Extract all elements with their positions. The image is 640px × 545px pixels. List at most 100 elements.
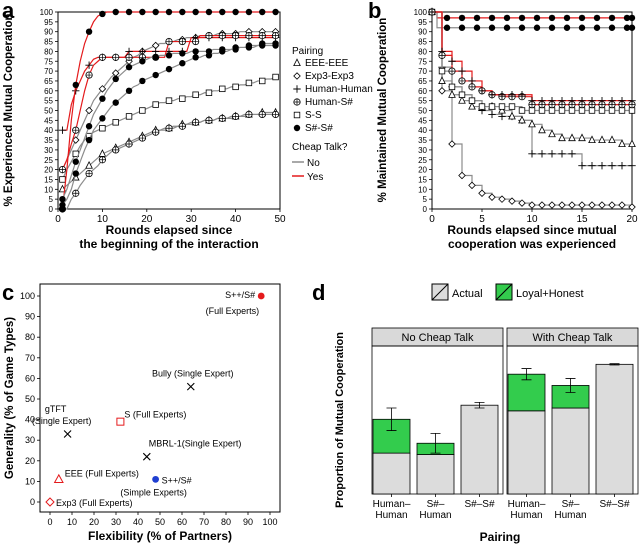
data-point xyxy=(232,8,239,16)
data-point xyxy=(85,123,93,130)
data-point xyxy=(192,91,199,98)
data-point xyxy=(85,28,93,35)
data-point xyxy=(568,133,576,142)
data-point xyxy=(99,10,106,18)
panel-a-y-label: % Experienced Mutual Cooperation xyxy=(3,14,15,207)
data-point xyxy=(438,76,446,84)
data-point xyxy=(85,136,93,144)
panel-b-label: b xyxy=(368,0,381,23)
data-point xyxy=(448,90,456,98)
data-point xyxy=(85,61,93,69)
data-point xyxy=(165,65,173,73)
data-point xyxy=(558,96,566,105)
category-label: S#–S# xyxy=(599,499,629,510)
data-point xyxy=(578,96,586,105)
data-point xyxy=(618,161,626,170)
error-bar xyxy=(430,432,441,454)
data-point-cross xyxy=(179,38,186,45)
error-bar xyxy=(474,401,485,409)
data-point-cross xyxy=(125,140,133,148)
data-point xyxy=(438,67,446,75)
data-point xyxy=(468,181,476,190)
point-bully-single-expert-: Bully (Single Expert) xyxy=(152,369,234,391)
x-tick-label: 40 xyxy=(230,214,242,225)
data-point xyxy=(272,8,279,16)
data-point xyxy=(533,24,541,31)
panel-b-series xyxy=(428,7,636,211)
y-tick-label: 65 xyxy=(418,77,427,86)
data-point xyxy=(623,14,631,22)
data-point xyxy=(468,77,476,85)
data-point xyxy=(112,99,119,106)
error-bar xyxy=(386,407,397,431)
panel-c-y-label: Generality (% of Game Types) xyxy=(4,317,16,479)
data-point xyxy=(558,133,566,142)
point-label-line2: (Simple Experts) xyxy=(120,487,187,497)
data-point xyxy=(608,96,616,105)
data-point xyxy=(179,60,186,67)
data-point xyxy=(598,96,606,105)
panel-a-x-ticks: 0 10 20 30 40 50 xyxy=(55,209,286,225)
scatter-point xyxy=(142,452,151,461)
bar-actual xyxy=(372,452,411,495)
legend-marker-s-s- xyxy=(293,124,301,132)
data-point xyxy=(458,24,466,31)
category-label: Human– xyxy=(373,499,411,510)
point-label: EEE (Full Experts) xyxy=(65,468,139,478)
data-point xyxy=(588,135,596,144)
legend-actual-slash xyxy=(431,283,449,301)
data-point-cross xyxy=(152,128,159,136)
scatter-point xyxy=(63,430,72,438)
data-point xyxy=(628,107,636,114)
data-point xyxy=(152,101,159,108)
data-point xyxy=(99,115,106,122)
data-point-cross xyxy=(165,125,173,132)
point-gtft: gTFT (Single Expert) xyxy=(32,404,91,438)
y-tick-label: 0 xyxy=(30,497,35,507)
panel-c-x-label: Flexibility (% of Partners) xyxy=(88,529,232,543)
x-tick-label: 10 xyxy=(97,214,109,225)
y-tick-label: 70 xyxy=(25,353,35,363)
data-point xyxy=(588,161,596,170)
y-tick-label: 10 xyxy=(44,185,53,194)
data-point xyxy=(165,97,173,104)
error-bar xyxy=(521,368,532,381)
data-point xyxy=(568,96,576,105)
bar-actual xyxy=(551,407,590,495)
y-tick-label: 15 xyxy=(44,175,53,184)
y-tick-label: 20 xyxy=(44,166,53,175)
panel-a-label: a xyxy=(2,0,15,23)
data-point xyxy=(628,161,636,170)
scatter-point xyxy=(186,382,195,391)
data-point xyxy=(478,103,486,110)
data-point xyxy=(538,125,546,134)
panel-b-x-label-line2: cooperation was experienced xyxy=(448,237,616,251)
data-point xyxy=(139,77,146,85)
data-point xyxy=(498,112,506,121)
legend-marker-eee-eee xyxy=(293,58,301,66)
data-point xyxy=(608,24,616,31)
data-point-cross xyxy=(245,32,253,39)
category-label: S#–S# xyxy=(464,499,494,510)
panel-c-points: S++/S# (Full Experts) Bully (Single Expert… xyxy=(32,290,265,508)
data-point-cross xyxy=(179,123,186,130)
data-point-cross xyxy=(468,83,476,91)
legend-talk-title: Cheap Talk? xyxy=(292,142,348,153)
data-point xyxy=(508,91,516,99)
y-tick-label: 40 xyxy=(44,126,53,135)
y-tick-label: 90 xyxy=(44,28,53,37)
data-point xyxy=(608,14,616,22)
series-s-s-no-talk-b- xyxy=(59,42,279,203)
y-tick-label: 10 xyxy=(25,476,35,486)
legend-marker-human-human xyxy=(293,85,301,93)
data-point xyxy=(125,113,133,120)
data-point xyxy=(192,54,199,61)
y-tick-label: 30 xyxy=(25,435,35,445)
data-point xyxy=(538,150,546,158)
y-tick-label: 40 xyxy=(25,415,35,425)
data-point xyxy=(628,24,636,31)
point-label-line2: (Full Experts) xyxy=(206,306,260,316)
data-point xyxy=(458,14,466,22)
data-point xyxy=(112,8,119,16)
data-point xyxy=(533,14,541,22)
